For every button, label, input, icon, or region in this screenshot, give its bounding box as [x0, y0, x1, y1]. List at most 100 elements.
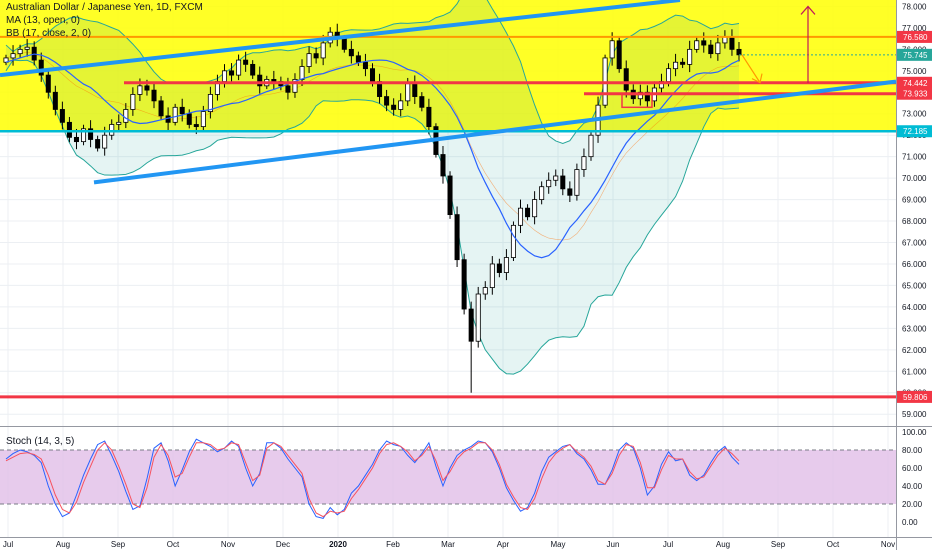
y-axis-main: 78.00077.00076.00075.00074.00073.00072.0…: [902, 2, 927, 419]
candle-body: [229, 70, 235, 76]
candle-body: [496, 263, 502, 273]
candle-body: [574, 169, 580, 196]
candle-body: [398, 100, 404, 110]
bb-fill: [6, 0, 739, 375]
candle-body: [186, 113, 192, 125]
price-tag-label: 74.442: [903, 79, 928, 88]
price-tag: [897, 76, 932, 89]
candle-body: [292, 79, 298, 93]
x-tick-label: Oct: [167, 540, 180, 549]
candle-body: [179, 106, 185, 115]
candle-body: [243, 59, 249, 65]
x-tick-label: Jul: [3, 540, 13, 549]
y-tick-label: 61.000: [902, 367, 927, 376]
stoch-y-tick-label: 40.00: [902, 482, 923, 491]
candle-body: [384, 96, 390, 106]
candle-body: [440, 154, 446, 177]
price-tag-label: 59.806: [903, 393, 928, 402]
bb-legend: BB (17, close, 2, 0): [6, 28, 92, 39]
candle-body: [525, 207, 531, 218]
candles: [3, 23, 742, 393]
price-tag: [897, 30, 932, 43]
candle-body: [391, 104, 397, 110]
candle-body: [24, 46, 30, 50]
candle-body: [729, 36, 735, 50]
candle-body: [454, 214, 460, 261]
x-tick-label: Feb: [386, 540, 400, 549]
candle-body: [102, 134, 108, 149]
horizontal-levels: [0, 35, 896, 399]
y-axis-stoch: 100.00 80.00 60.00 40.00 20.00 0.00: [902, 428, 927, 527]
candle-body: [207, 94, 213, 112]
candle-body: [355, 55, 361, 63]
y-tick-label: 65.000: [902, 281, 927, 290]
price-tag-label: 75.745: [903, 51, 928, 60]
price-tag-label: 72.185: [903, 127, 928, 136]
x-tick-label: Oct: [827, 540, 840, 549]
y-tick-label: 77.000: [902, 24, 927, 33]
price-tag: [897, 48, 932, 61]
x-tick-label: 2020: [329, 540, 347, 549]
candle-body: [95, 139, 101, 149]
y-tick-label: 73.000: [902, 110, 927, 119]
candle-body: [461, 259, 467, 310]
candle-body: [475, 293, 481, 342]
y-tick-label: 64.000: [902, 303, 927, 312]
candle-body: [313, 53, 319, 59]
x-tick-label: Aug: [56, 540, 70, 549]
candle-body: [616, 40, 622, 70]
stoch-y-tick-label: 20.00: [902, 500, 923, 509]
stoch-y-tick-label: 80.00: [902, 446, 923, 455]
y-tick-label: 62.000: [902, 346, 927, 355]
candle-body: [468, 308, 474, 342]
candle-body: [158, 100, 164, 117]
candle-body: [17, 48, 23, 55]
stoch-y-tick-label: 100.00: [902, 428, 927, 437]
ma-line: [5, 53, 740, 259]
moving-average: [5, 53, 740, 259]
stoch-k-line: [5, 438, 740, 519]
candle-body: [130, 94, 136, 110]
y-tick-label: 69.000: [902, 196, 927, 205]
y-tick-label: 67.000: [902, 239, 927, 248]
candle-body: [560, 175, 566, 190]
y-tick-label: 59.000: [902, 410, 927, 419]
candle-body: [341, 38, 347, 50]
y-tick-label: 71.000: [902, 153, 927, 162]
candle-body: [609, 40, 615, 59]
y-tick-label: 70.000: [902, 174, 927, 183]
candle-body: [694, 40, 700, 50]
candle-body: [510, 224, 516, 258]
candle-body: [701, 40, 707, 46]
candle-body: [116, 121, 122, 125]
candle-body: [715, 42, 721, 55]
candle-body: [306, 53, 312, 67]
candle-body: [151, 89, 157, 102]
price-tag-label: 76.580: [903, 33, 928, 42]
candle-body: [193, 124, 199, 128]
candle-body: [736, 48, 742, 56]
candle-body: [419, 96, 425, 108]
candle-body: [88, 128, 94, 140]
projection-arrow-down: [741, 54, 761, 83]
candle-body: [73, 136, 79, 143]
candle-body: [52, 91, 58, 110]
candle-body: [426, 106, 432, 128]
y-tick-label: 66.000: [902, 260, 927, 269]
candle-body: [405, 83, 411, 102]
projection-arrow-down-head: [751, 73, 763, 84]
candle-body: [123, 109, 129, 123]
x-tick-label: Mar: [441, 540, 455, 549]
candle-body: [687, 48, 693, 65]
candle-body: [539, 186, 545, 200]
price-tag-label: 73.933: [903, 90, 928, 99]
candle-body: [236, 59, 242, 76]
trendlines: [0, 0, 897, 185]
x-axis: Jul Aug Sep Oct Nov Dec 2020 Feb Mar Apr May Jun Jul…: [3, 540, 895, 549]
candle-body: [109, 124, 115, 136]
candle-body: [412, 83, 418, 97]
candle-body: [680, 61, 686, 65]
candle-body: [59, 109, 65, 123]
price-tag: [897, 87, 932, 100]
